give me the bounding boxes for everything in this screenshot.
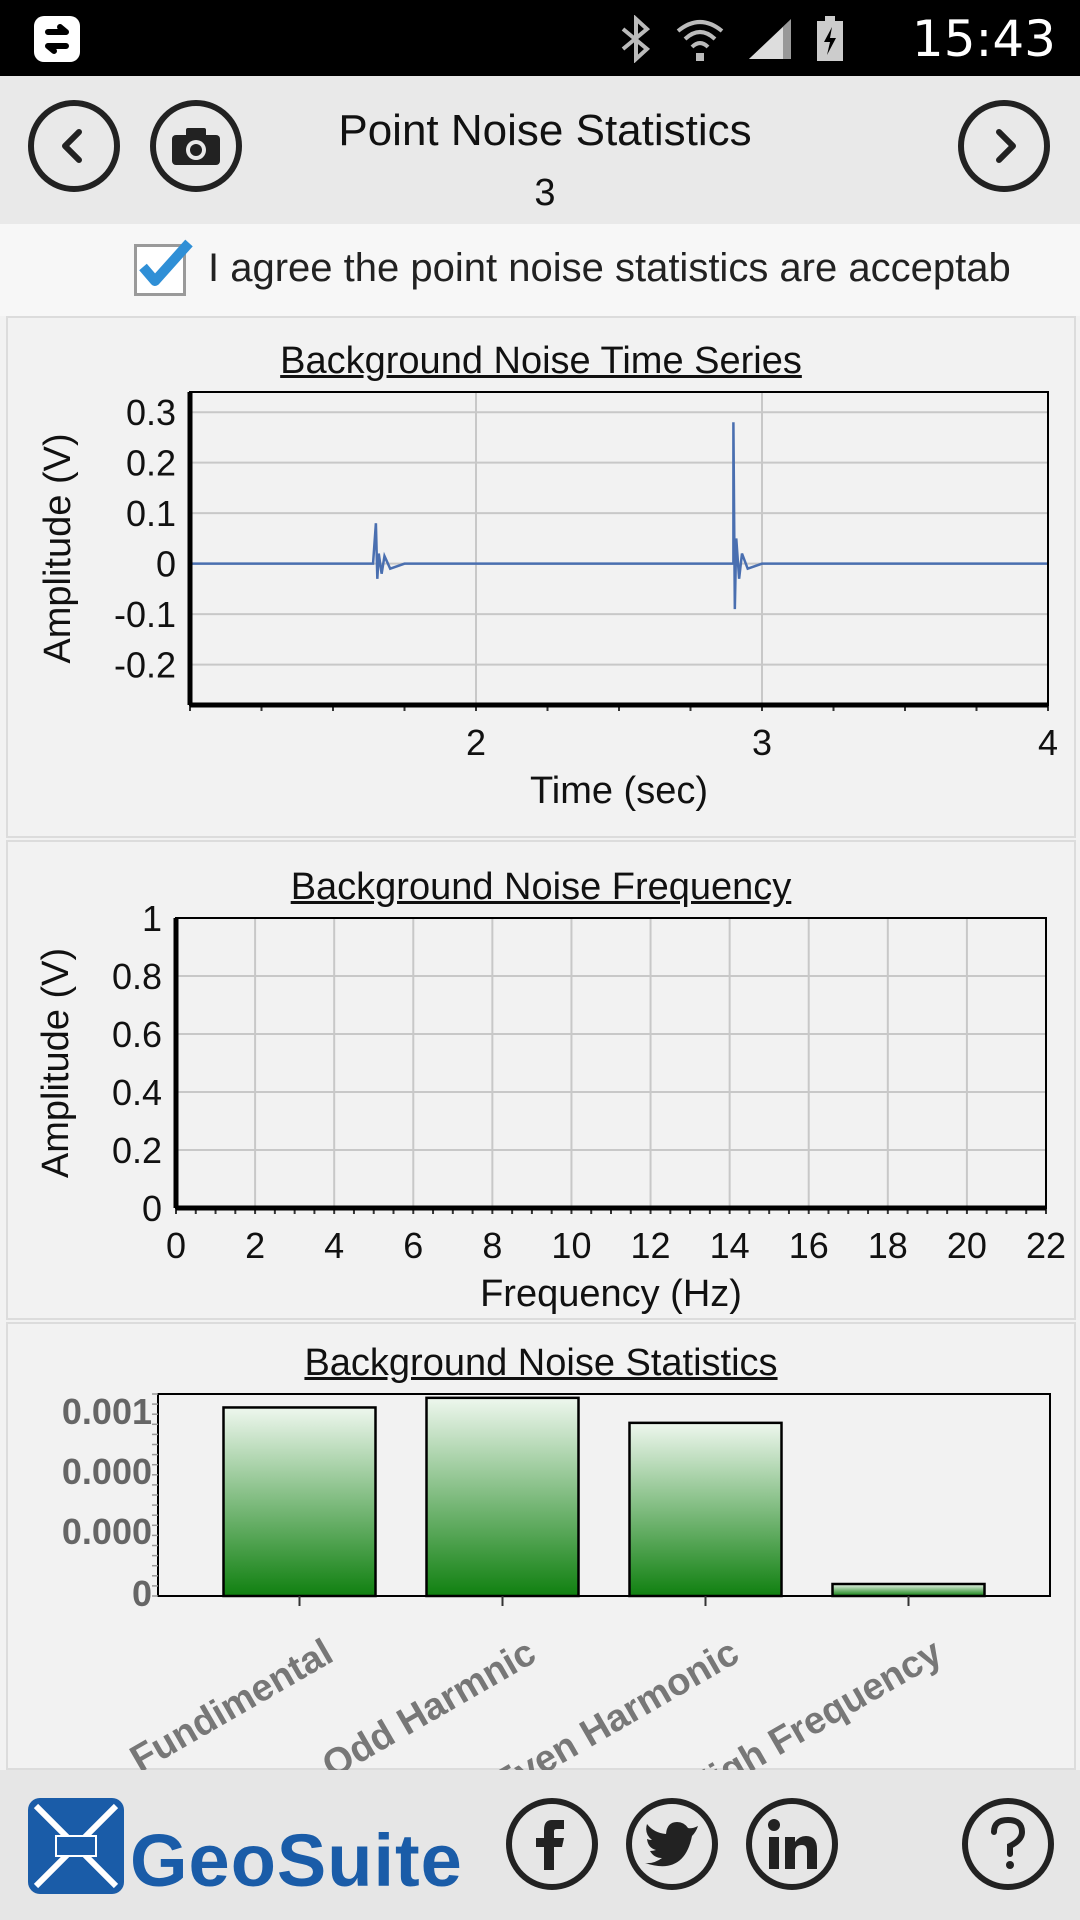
y-tick-label: 0.6 [112,1014,162,1055]
bar [425,1396,580,1598]
y-tick-label: 0 [142,1188,162,1229]
y-tick-label: -0.1 [114,594,176,635]
y-tick-label: -0.2 [114,645,176,686]
help-icon [991,1816,1026,1869]
camera-icon [172,128,220,165]
frequency-title: Background Noise Frequency [290,866,792,908]
page-subtitle: 3 [534,172,556,214]
agree-checkbox[interactable] [134,239,193,296]
y-tick-label: 0.8 [112,956,162,997]
battery-icon [817,16,843,61]
checkmark-icon [139,239,193,286]
x-tick-label: 12 [631,1225,671,1266]
bar [222,1406,377,1598]
x-tick-label: 22 [1026,1225,1066,1266]
y-tick-label: 0.000 [62,1511,152,1552]
x-tick-label: 20 [947,1225,987,1266]
x-tick-label: 2 [466,722,486,763]
linkedin-icon [768,1819,817,1869]
signal-icon [749,19,791,59]
status-bar [0,0,1080,76]
x-tick-label: 0 [166,1225,186,1266]
chevron-left-icon [62,129,82,163]
plot-area [176,918,1046,1208]
x-tick-label: 14 [710,1225,750,1266]
y-tick-label: 0.1 [126,493,176,534]
facebook-button[interactable] [506,1798,598,1890]
frequency-chart: 0 2 4 6 8 10 12 14 16 18 20 22 1 0.8 0.6 0.4 0.2 0 Frequen… [35,900,1066,1315]
x-tick-label: 4 [1038,722,1058,763]
y-tick-label: 1 [142,900,162,939]
category-label: Odd Harmnic [315,1631,543,1770]
agree-label: I agree the point noise statistics are a… [208,246,1011,290]
status-icons [619,14,845,64]
next-button[interactable] [958,100,1050,192]
x-tick-label: 3 [752,722,772,763]
y-tick-label: 0.3 [126,392,176,433]
status-time: 15:43 [911,10,1056,68]
time-series-chart: 2 3 4 0.3 0.2 0.1 0 -0.1 -0.2 Time (sec) Amplitude… [37,391,1058,812]
y-tick-label: 0 [132,1573,152,1614]
help-button[interactable] [962,1798,1054,1890]
twitter-button[interactable] [626,1798,718,1890]
bar [628,1421,783,1598]
y-axis-label: Amplitude (V) [37,433,79,663]
category-label: Fundimental [123,1631,340,1770]
y-tick-label: 0.4 [112,1072,162,1113]
linkedin-button[interactable] [746,1798,838,1890]
twitter-icon [645,1822,698,1867]
x-tick-label: 10 [551,1225,591,1266]
series-line [190,422,1048,610]
y-tick-label: 0 [156,544,176,585]
plot-area [190,392,1048,705]
bluetooth-icon [621,15,651,63]
facebook-icon [536,1820,564,1870]
x-tick-label: 18 [868,1225,908,1266]
x-tick-label: 8 [482,1225,502,1266]
x-tick-label: 16 [789,1225,829,1266]
cts-logo [26,1796,126,1896]
camera-button[interactable] [150,100,242,192]
y-tick-label: 0.2 [126,443,176,484]
statistics-title: Background Noise Statistics [304,1342,778,1384]
x-axis-label: Frequency (Hz) [480,1273,742,1315]
chevron-right-icon [996,129,1016,163]
y-tick-label: 0.000 [62,1451,152,1492]
x-tick-label: 2 [245,1225,265,1266]
y-tick-label: 0.001 [62,1391,152,1432]
back-button[interactable] [28,100,120,192]
notification-app-icon [34,16,80,62]
x-tick-label: 6 [403,1225,423,1266]
x-axis-label: Time (sec) [530,770,708,812]
y-tick-label: 0.2 [112,1130,162,1171]
brand-name: GeoSuite [130,1819,463,1902]
time-series-title: Background Noise Time Series [280,340,802,382]
wifi-icon [676,20,724,61]
x-tick-label: 4 [324,1225,344,1266]
page-title: Point Noise Statistics [338,106,752,155]
bar [831,1582,986,1598]
y-axis-label: Amplitude (V) [35,948,77,1178]
